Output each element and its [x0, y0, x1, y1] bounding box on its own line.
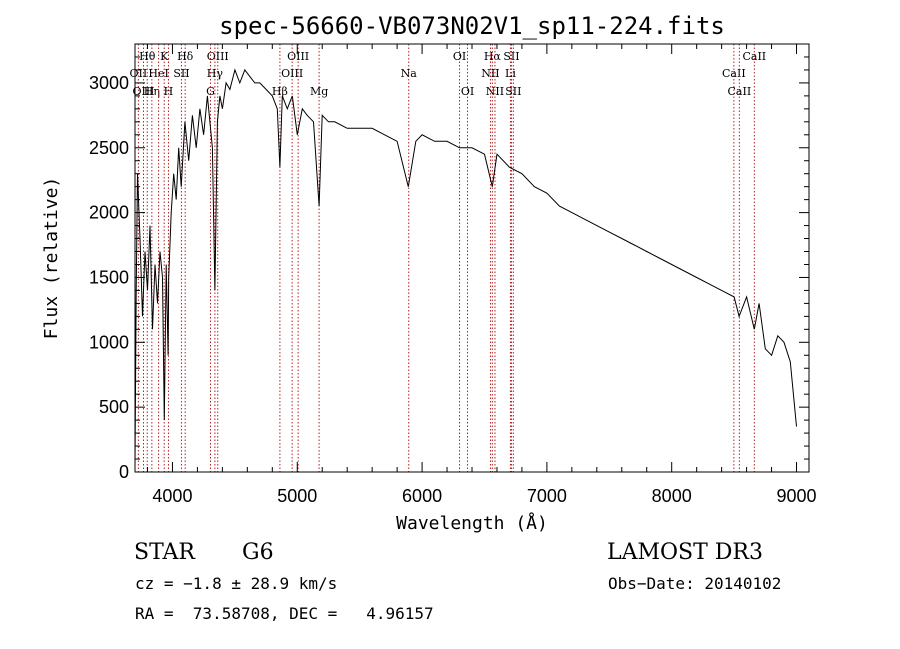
line-label-OIII-5007: OIII	[287, 50, 309, 63]
y-tick-label: 1500	[89, 267, 129, 287]
x-tick-label: 4000	[152, 486, 192, 506]
line-label-OI-6364: OI	[461, 85, 474, 98]
x-axis: 4000 5000 6000 7000 8000 9000	[146, 44, 817, 506]
line-label-OIII-4363: OIII	[207, 50, 229, 63]
line-label-SII-6716: SII	[503, 50, 519, 63]
line-label-H-delta: Hδ	[177, 50, 194, 63]
line-label-OII-3727: OII	[130, 67, 148, 80]
line-label-H-gamma: Hγ	[207, 67, 224, 80]
line-label-NII-6584: NII	[486, 85, 504, 98]
line-label-CaII-8662: CaII	[742, 50, 766, 63]
line-label-CaII-8542: CaII	[728, 85, 752, 98]
line-label-H-theta: Hθ	[139, 50, 156, 63]
line-label-Mg: Mg	[310, 85, 328, 98]
redshift-text: cz = −1.8 ± 28.9 km/s	[135, 574, 338, 593]
line-label-H-alpha: Hα	[484, 50, 502, 63]
y-tick-label: 2500	[89, 138, 129, 158]
chart-title: spec-56660-VB073N02V1_sp11-224.fits	[219, 12, 725, 40]
x-tick-label: 5000	[277, 486, 317, 506]
y-tick-label: 3000	[89, 73, 129, 93]
object-class: STAR	[134, 540, 195, 565]
line-label-NII-6548: NII	[481, 67, 499, 80]
coordinates-text: RA = 73.58708, DEC = 4.96157	[135, 604, 434, 623]
y-tick-label: 2000	[89, 203, 129, 223]
line-label-SII-4072: SII	[173, 67, 189, 80]
line-label-HeI: HeI	[148, 67, 168, 80]
line-label-G-band: G	[206, 85, 215, 98]
x-tick-label: 7000	[527, 486, 567, 506]
line-label-OIII-3768: OIII	[132, 85, 154, 98]
y-axis-label: Flux (relative)	[41, 177, 62, 340]
line-label-H-beta: Hβ	[272, 85, 288, 98]
subclass: G6	[242, 540, 274, 565]
y-axis: 0 500 1000 1500 2000 2500 3000	[89, 43, 809, 482]
line-label-CaII-8498: CaII	[722, 67, 746, 80]
x-axis-label: Wavelength (Å)	[396, 512, 548, 534]
x-tick-label: 6000	[402, 486, 442, 506]
survey-name: LAMOST DR3	[607, 540, 763, 565]
line-label-OIII-4959: OIII	[281, 67, 303, 80]
line-label-CaII-K: K	[160, 50, 169, 63]
x-tick-label: 9000	[776, 486, 816, 506]
line-label-CaII-H: H	[164, 85, 174, 98]
line-label-Li: Li	[505, 67, 516, 80]
x-tick-label: 8000	[652, 486, 692, 506]
y-tick-label: 1000	[89, 332, 129, 352]
line-label-Na: Na	[401, 67, 418, 80]
line-label-OI-6300: OI	[453, 50, 466, 63]
y-tick-label: 500	[99, 397, 129, 417]
y-tick-label: 0	[119, 462, 129, 482]
line-label-H-eta: Hη	[144, 85, 160, 98]
plot-frame	[134, 43, 810, 473]
line-label-SII-6731: SII	[505, 85, 521, 98]
spectrum-series-line	[134, 68, 797, 466]
obs-date: Obs−Date: 20140102	[608, 574, 782, 593]
